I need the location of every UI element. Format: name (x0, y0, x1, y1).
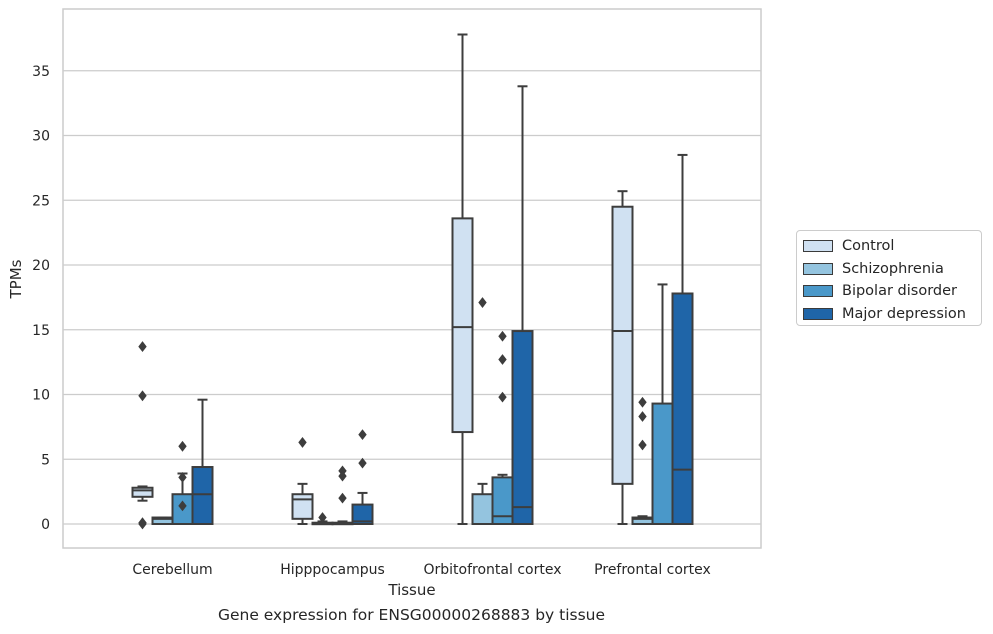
legend-label: Schizophrenia (842, 260, 944, 277)
x-tick-label: Orbitofrontal cortex (424, 562, 562, 578)
y-tick-labels: 0 5 10 15 20 25 30 35 (32, 64, 50, 533)
series-major-depression (191, 85, 694, 526)
legend-item: Bipolar disorder (803, 280, 975, 303)
box-3 (651, 283, 674, 525)
box-2 (491, 330, 514, 526)
box-3 (671, 153, 694, 525)
box-1 (311, 512, 334, 526)
outlier-point (298, 437, 307, 448)
legend-swatch (803, 307, 833, 320)
outlier-point (498, 391, 507, 403)
box-3 (631, 396, 654, 526)
x-axis-label: Tissue (387, 581, 435, 599)
outlier-point (498, 330, 507, 342)
outlier-point (318, 512, 327, 523)
box-body (511, 330, 534, 526)
outlier-point (338, 492, 347, 504)
legend-swatch (803, 262, 833, 275)
outlier-point (638, 439, 647, 451)
y-tick-label: 30 (32, 129, 50, 145)
series-bipolar-disorder (171, 283, 674, 526)
legend-item: Schizophrenia (803, 258, 975, 281)
outlier-point (138, 341, 147, 352)
box-layer (131, 33, 694, 530)
plot-area-frame (62, 8, 762, 549)
box-1 (351, 429, 374, 526)
legend-label: Major depression (842, 305, 966, 322)
legend-item: Major depression (803, 303, 975, 326)
box-0 (151, 516, 174, 526)
outlier-point (338, 470, 347, 482)
box-1 (331, 465, 354, 526)
grid-lines (63, 70, 761, 525)
box-body (671, 292, 694, 525)
outlier-point (178, 440, 187, 452)
outlier-point (638, 396, 647, 408)
legend-label: Control (842, 238, 895, 255)
box-0 (191, 398, 214, 525)
box-body (191, 466, 214, 525)
outlier-point (478, 297, 487, 308)
box-body (131, 486, 154, 498)
box-body (291, 493, 314, 520)
outlier-point (498, 354, 507, 365)
box-2 (471, 482, 494, 525)
legend-label: Bipolar disorder (842, 283, 957, 300)
x-tick-label: Cerebellum (132, 562, 212, 578)
outlier-point (358, 429, 367, 441)
x-tick-label: Hipppocampus (280, 562, 385, 578)
x-tick-label: Prefrontal cortex (594, 562, 711, 578)
x-tick-labels: Cerebellum Hipppocampus Orbitofrontal cort… (132, 562, 710, 578)
legend-item: Control (803, 235, 975, 258)
box-0 (131, 341, 154, 530)
y-tick-label: 20 (32, 258, 50, 274)
y-tick-label: 25 (32, 193, 50, 209)
box-2 (451, 33, 474, 525)
box-body (611, 205, 634, 485)
y-tick-label: 0 (41, 517, 50, 533)
box-1 (291, 437, 314, 525)
box-3 (611, 190, 634, 525)
y-tick-label: 15 (32, 323, 50, 339)
series-schizophrenia (151, 396, 654, 526)
legend-swatch (803, 285, 833, 298)
box-body (451, 217, 474, 434)
legend-swatch (803, 240, 833, 253)
box-0 (171, 440, 194, 525)
y-tick-label: 35 (32, 64, 50, 80)
box-body (651, 402, 674, 525)
outlier-point (638, 411, 647, 422)
y-tick-label: 5 (41, 452, 50, 468)
box-body (351, 503, 374, 526)
y-axis-label: TPMs (7, 259, 25, 299)
outlier-point (358, 457, 367, 469)
legend: Control Schizophrenia Bipolar disorder Majo… (796, 230, 982, 326)
y-tick-label: 10 (32, 388, 50, 404)
outlier-point (178, 471, 187, 483)
outlier-point (178, 500, 187, 512)
series-control (131, 33, 634, 530)
outlier-point (138, 390, 147, 402)
figure-caption: Gene expression for ENSG00000268883 by t… (217, 606, 606, 624)
box-2 (511, 85, 534, 526)
box-body (471, 493, 494, 525)
outlier-point (138, 518, 147, 530)
